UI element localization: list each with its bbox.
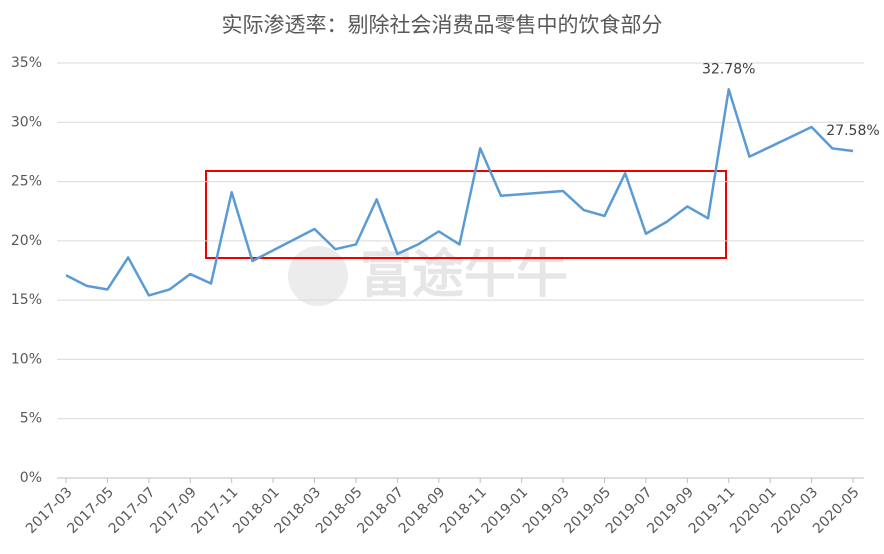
value-label: 27.58% [826,123,879,139]
y-tick-label: 5% [20,411,42,427]
highlight-box [205,170,727,259]
y-tick-label: 30% [11,114,42,130]
value-label: 32.78% [702,61,755,77]
y-tick-label: 10% [11,351,42,367]
watermark-group: 富途牛牛 [288,245,568,306]
y-tick-label: 15% [11,292,42,308]
x-tick-label: 2020-05 [810,484,863,537]
watermark: 富途牛牛 [360,245,568,305]
chart-title: 实际渗透率：剔除社会消费品零售中的饮食部分 [222,13,663,37]
y-tick-label: 35% [11,55,42,71]
y-tick-label: 0% [20,470,42,486]
y-tick-label: 25% [11,174,42,190]
line [65,88,854,297]
watermark-logo [288,246,348,306]
y-tick-label: 20% [11,233,42,249]
